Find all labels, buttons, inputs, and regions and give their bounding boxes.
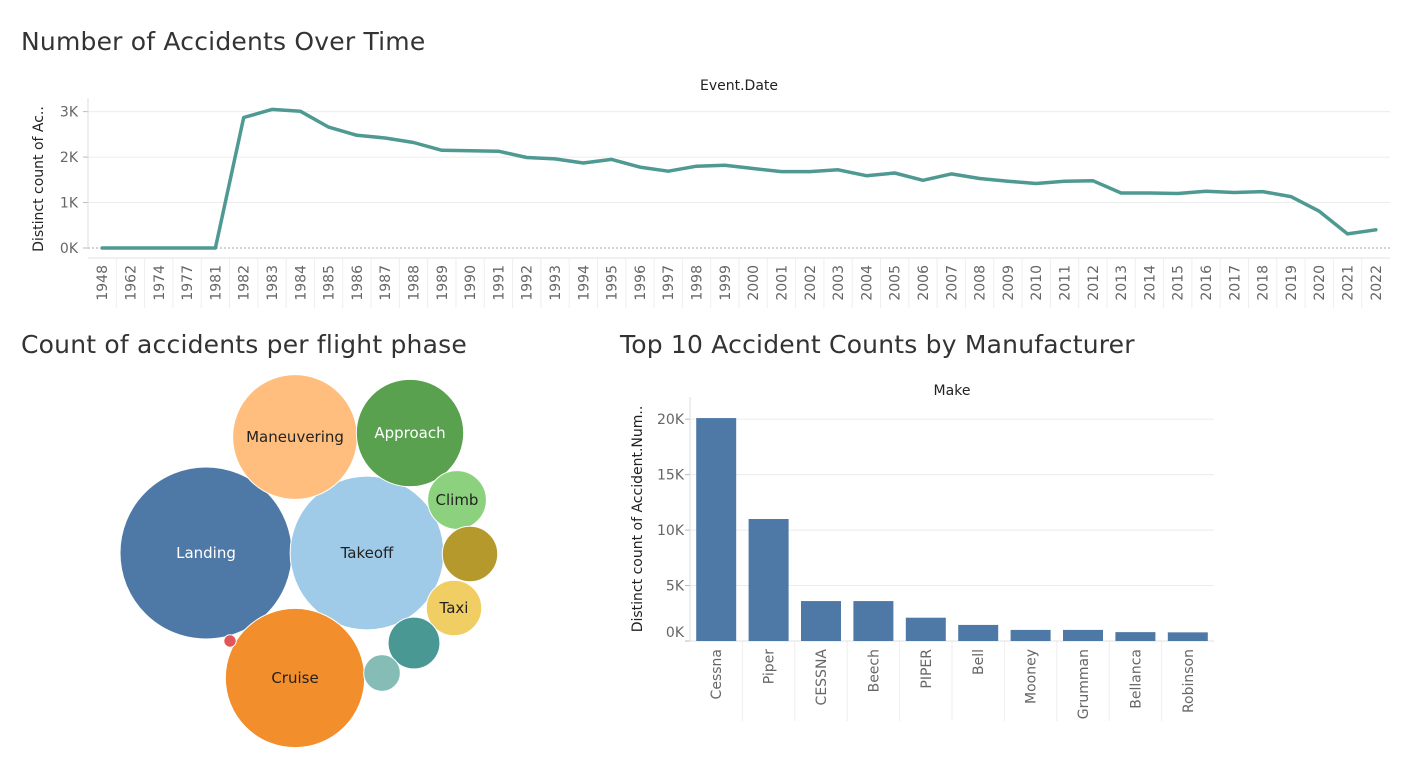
line-x-tick-label: 1988 (407, 265, 423, 301)
bar-piper (748, 519, 789, 641)
line-x-tick-label: 1984 (293, 265, 309, 301)
bar-y-tick-label: 15K (657, 468, 685, 484)
bubble-label-approach: Approach (374, 424, 445, 442)
line-x-tick-label: 1974 (152, 265, 168, 301)
bubble-chart: Landing Takeoff Cruise Maneuvering Approach C… (119, 374, 499, 749)
line-x-tick-label: 1994 (576, 265, 592, 301)
line-x-tick-label: 1977 (180, 265, 196, 301)
line-x-tick-label: 2014 (1142, 265, 1158, 301)
line-x-tick-label: 2009 (1001, 265, 1017, 301)
bar-x-tick-label: CESSNA (814, 649, 830, 706)
line-x-tick-label: 1996 (633, 265, 649, 301)
line-x-tick-label: 1981 (208, 265, 224, 301)
line-x-tick-label: 2007 (944, 265, 960, 301)
line-y-tick-label: 3K (60, 105, 79, 121)
line-x-tick-label: 1982 (237, 265, 253, 301)
bubble-unlabeled-10 (223, 634, 237, 648)
bar-chart-title: Top 10 Accident Counts by Manufacturer (620, 330, 1135, 359)
bar-cessna (801, 601, 841, 641)
line-x-tick-label: 1990 (463, 265, 479, 301)
bar-robinson (1167, 632, 1208, 641)
line-x-tick-label: 1989 (435, 265, 451, 301)
line-x-tick-label: 1962 (123, 265, 139, 301)
bubble-label-cruise: Cruise (271, 669, 318, 687)
bar-x-tick-label: Piper (762, 649, 778, 685)
line-series-accidents (100, 107, 1378, 250)
line-x-tick-label: 2020 (1312, 265, 1328, 301)
bar-bell (958, 624, 999, 641)
bubble-approach (355, 378, 465, 488)
line-x-tick-label: 2016 (1199, 265, 1215, 301)
bubble-unlabeled-8 (387, 616, 441, 670)
bar-x-tick-label: Grumman (1076, 649, 1092, 719)
bar-grumman (1063, 629, 1103, 641)
bar-piper (905, 617, 946, 641)
line-x-tick-label: 2003 (831, 265, 847, 301)
bubble-label-landing: Landing (176, 544, 236, 562)
bubble-unlabeled-9 (363, 654, 401, 692)
line-x-tick-label: 1983 (265, 265, 281, 301)
line-x-tick-label: 2011 (1058, 265, 1074, 301)
line-x-tick-label: 1995 (605, 265, 621, 301)
line-x-tick-label: 1992 (520, 265, 536, 301)
bar-x-tick-label: Cessna (709, 649, 725, 699)
bar-beech (853, 601, 894, 641)
line-x-tick-label: 1997 (661, 265, 677, 301)
bar-y-tick-label: 5K (666, 579, 685, 595)
bar-cessna (696, 418, 737, 641)
bubble-chart-title: Count of accidents per flight phase (21, 330, 467, 359)
line-x-tick-label: 2021 (1341, 265, 1357, 301)
line-x-tick-label: 2022 (1369, 265, 1385, 301)
line-x-tick-label: 1986 (350, 265, 366, 301)
line-chart-title: Number of Accidents Over Time (21, 27, 426, 56)
line-x-tick-label: 2008 (973, 265, 989, 301)
bar-x-axis-title: Make (934, 383, 971, 399)
bubble-label-takeoff: Takeoff (340, 544, 394, 562)
line-x-tick-label: 2005 (888, 265, 904, 301)
line-x-tick-label: 2012 (1086, 265, 1102, 301)
line-x-tick-label: 2000 (746, 265, 762, 301)
line-x-tick-label: 1991 (491, 265, 507, 301)
line-x-tick-label: 2006 (916, 265, 932, 301)
bar-x-tick-label: Mooney (1024, 649, 1040, 704)
bubble-label-maneuvering: Maneuvering (246, 428, 344, 446)
line-x-tick-label: 2002 (803, 265, 819, 301)
bubble-label-taxi: Taxi (439, 599, 469, 617)
bar-y-tick-label: 20K (657, 412, 685, 428)
bubble-unlabeled-6 (441, 525, 499, 583)
line-x-tick-label: 1993 (548, 265, 564, 301)
bar-x-tick-label: Robinson (1181, 649, 1197, 713)
bar-x-tick-label: Beech (866, 649, 882, 692)
bar-bellanca (1115, 632, 1156, 641)
bar-x-tick-label: Bellanca (1128, 649, 1144, 709)
bubble-taxi (425, 579, 483, 637)
line-y-tick-label: 1K (60, 196, 79, 212)
line-x-tick-label: 1999 (718, 265, 734, 301)
bar-mooney (1010, 629, 1051, 641)
line-x-tick-label: 1987 (378, 265, 394, 301)
line-x-tick-label: 2017 (1227, 265, 1243, 301)
line-x-tick-label: 2019 (1284, 265, 1300, 301)
bar-y-axis-title: Distinct count of Accident.Num.. (630, 406, 646, 633)
bar-y-tick-label: 10K (657, 523, 685, 539)
line-x-tick-label: 2015 (1171, 265, 1187, 301)
line-x-tick-label: 2013 (1114, 265, 1130, 301)
line-chart: 0K 1K 2K 3K Event.Date Distinct count of Ac..… (31, 78, 1390, 308)
bar-x-tick-label: PIPER (919, 649, 935, 689)
line-y-axis-title: Distinct count of Ac.. (31, 106, 47, 252)
bubble-label-climb: Climb (436, 491, 479, 509)
bar-x-tick-label: Bell (971, 649, 987, 675)
line-x-tick-label: 1948 (95, 265, 111, 301)
line-x-tick-label: 1985 (322, 265, 338, 301)
line-x-tick-label: 2004 (859, 265, 875, 301)
line-y-tick-label: 0K (60, 241, 79, 257)
line-x-axis-title: Event.Date (700, 78, 778, 94)
bar-y-tick-label: 0K (666, 625, 685, 641)
line-x-tick-label: 2010 (1029, 265, 1045, 301)
line-x-tick-label: 2018 (1256, 265, 1272, 301)
line-x-tick-label: 2001 (774, 265, 790, 301)
line-x-tick-label: 1998 (690, 265, 706, 301)
line-y-tick-label: 2K (60, 150, 79, 166)
